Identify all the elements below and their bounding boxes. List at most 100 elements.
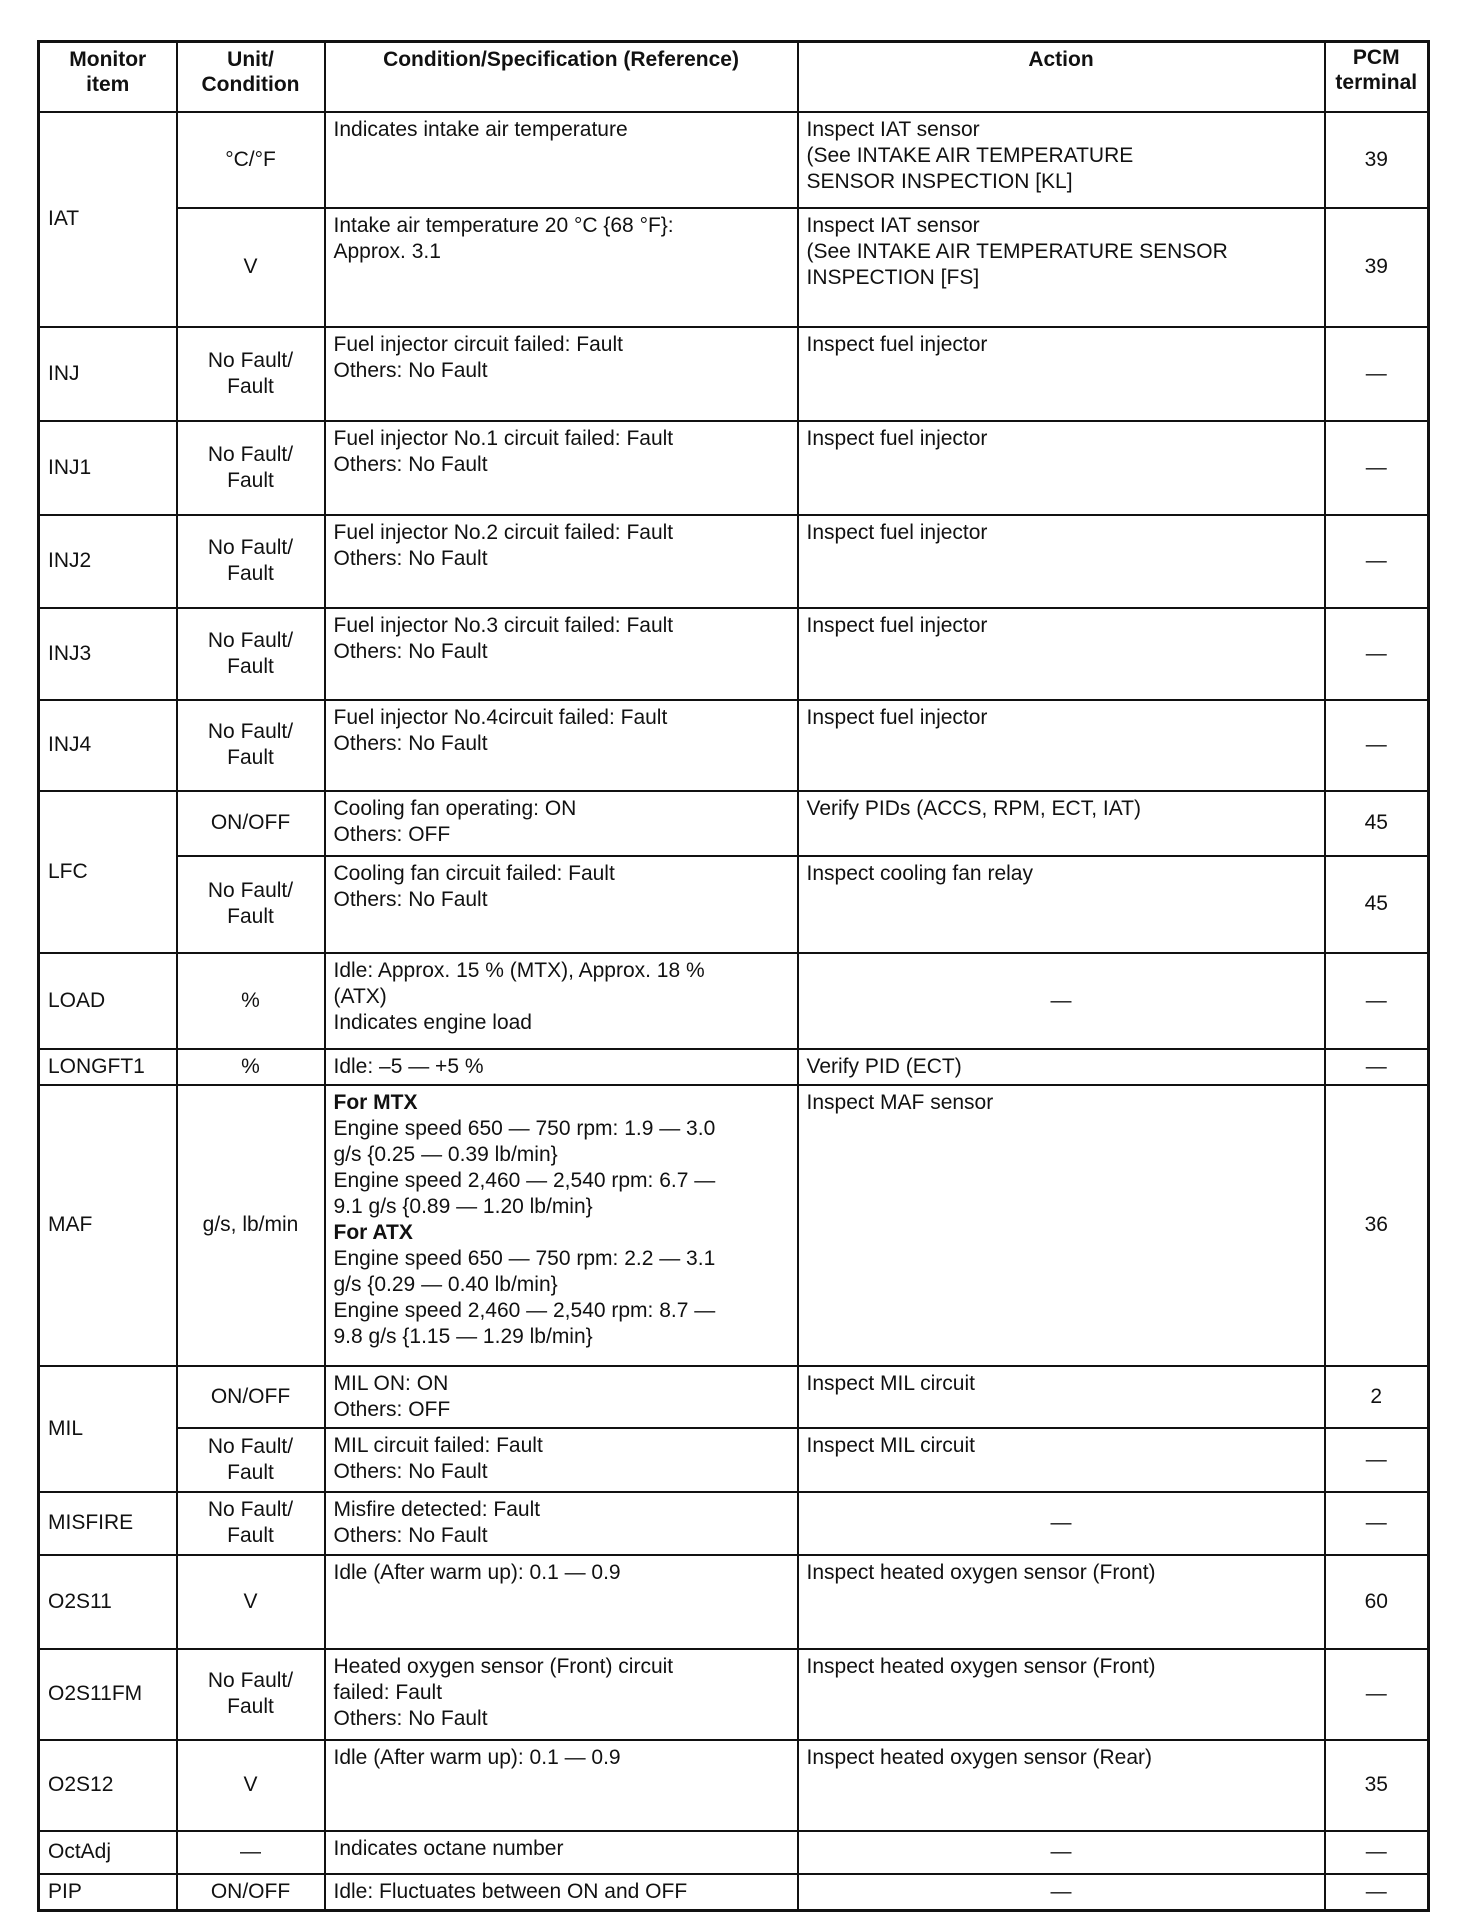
text-line: Others: No Fault: [333, 1523, 488, 1547]
text-line: Inspect heated oxygen sensor (Front): [806, 1560, 1156, 1584]
action: Verify PIDs (ACCS, RPM, ECT, IAT): [796, 789, 1326, 857]
text-line: Engine speed 650 — 750 rpm: 2.2 — 3.1: [333, 1246, 716, 1270]
text-line: —: [1050, 1840, 1072, 1863]
text-line: Fuel injector circuit failed: Fault: [333, 332, 623, 356]
header-monitor-item: Monitor item: [37, 40, 178, 113]
text-line: Cooling fan circuit failed: Fault: [333, 861, 615, 885]
unit-condition: No Fault/ Fault: [175, 606, 326, 701]
action: Inspect heated oxygen sensor (Rear): [796, 1738, 1326, 1832]
condition-specification: Intake air temperature 20 °C {68 °F}: App…: [323, 206, 799, 328]
condition-specification: Fuel injector No.3 circuit failed: Fault…: [323, 606, 799, 701]
unit-condition: No Fault/ Fault: [175, 513, 326, 609]
condition-specification: Fuel injector No.4circuit failed: Fault O…: [323, 698, 799, 792]
table-row: LONGFT1% Idle: –5 — +5 % Verify PID (ECT) —: [37, 1047, 1430, 1086]
monitor-item: MISFIRE: [37, 1490, 178, 1556]
unit-condition: No Fault/ Fault: [175, 1426, 326, 1493]
text-line: Fuel injector No.2 circuit failed: Fault: [333, 520, 674, 544]
action: —: [796, 1872, 1326, 1912]
text-line: Others: OFF: [333, 822, 451, 846]
unit-condition: —: [175, 1829, 326, 1875]
condition-specification: Idle: –5 — +5 %: [323, 1047, 799, 1086]
pcm-terminal: —: [1323, 419, 1430, 516]
action: Inspect fuel injector: [796, 606, 1326, 701]
condition-specification: Fuel injector No.2 circuit failed: Fault…: [323, 513, 799, 609]
unit-condition: %: [175, 951, 326, 1050]
text-line: Verify PIDs (ACCS, RPM, ECT, IAT): [806, 796, 1141, 820]
text-line: Inspect MIL circuit: [806, 1371, 975, 1395]
text-line: g/s {0.25 — 0.39 lb/min}: [333, 1142, 558, 1166]
monitor-item: O2S11FM: [37, 1647, 178, 1741]
action: Inspect heated oxygen sensor (Front): [796, 1647, 1326, 1741]
header-pcm-terminal: PCM terminal: [1323, 40, 1430, 113]
text-line: —: [1050, 1879, 1072, 1903]
action: —: [796, 1490, 1326, 1556]
condition-specification: Indicates octane number: [323, 1829, 799, 1875]
text-line: Others: No Fault: [333, 452, 488, 476]
text-line: Others: No Fault: [333, 1459, 488, 1483]
table-row: O2S11 V Idle (After warm up): 0.1 — 0.9 Ins…: [37, 1553, 1430, 1650]
text-line: Indicates engine load: [333, 1010, 533, 1034]
pcm-terminal: —: [1323, 1872, 1430, 1912]
text-line: Idle: Fluctuates between ON and OFF: [333, 1879, 688, 1903]
monitor-item: LOAD: [37, 951, 178, 1050]
text-line: Others: No Fault: [333, 731, 488, 755]
table-row: O2S12 V Idle (After warm up): 0.1 — 0.9 Ins…: [37, 1738, 1430, 1832]
unit-condition: No Fault/ Fault: [175, 1647, 326, 1741]
text-line: Fuel injector No.3 circuit failed: Fault: [333, 613, 674, 637]
condition-specification: MIL ON: ON Others: OFF: [323, 1364, 799, 1429]
unit-condition: No Fault/ Fault: [175, 325, 326, 422]
unit-condition: No Fault/ Fault: [175, 854, 326, 954]
text-line: Heated oxygen sensor (Front) circuit: [333, 1654, 674, 1678]
action: Inspect fuel injector: [796, 419, 1326, 516]
action: —: [796, 951, 1326, 1050]
table-row: INJ1 No Fault/ Fault Fuel injector No.1 ci…: [37, 419, 1430, 516]
text-line: Others: No Fault: [333, 639, 488, 663]
monitor-item: INJ4: [37, 698, 178, 792]
pcm-terminal: 60: [1323, 1553, 1430, 1650]
text-line: Engine speed 650 — 750 rpm: 1.9 — 3.0: [333, 1116, 716, 1140]
text-line: Inspect fuel injector: [806, 332, 988, 356]
action: Inspect fuel injector: [796, 325, 1326, 422]
unit-condition: V: [175, 206, 326, 328]
monitor-item: IAT: [37, 110, 178, 328]
header-condition-specification: Condition/Specification (Reference): [323, 40, 799, 113]
table-row: MIL ON/OFF MIL ON: ON Others: OFF Inspect MI…: [37, 1364, 1430, 1493]
condition-specification: Indicates intake air temperature: [323, 110, 799, 209]
text-line: Intake air temperature 20 °C {68 °F}:: [333, 213, 674, 237]
text-line: SENSOR INSPECTION [KL]: [806, 169, 1073, 193]
table-row: MAF g/s, lb/min For MTX Engine speed 650 — …: [37, 1083, 1430, 1367]
monitor-item: INJ1: [37, 419, 178, 516]
unit-condition: %: [175, 1047, 326, 1086]
pcm-terminal: 39: [1323, 206, 1430, 328]
condition-specification: Idle: Fluctuates between ON and OFF: [323, 1872, 799, 1912]
monitor-item: INJ2: [37, 513, 178, 609]
table-row: LFC ON/OFF Cooling fan operating: ON Others…: [37, 789, 1430, 954]
text-line: Others: No Fault: [333, 358, 488, 382]
text-line: Inspect heated oxygen sensor (Front): [806, 1654, 1156, 1678]
monitor-item: O2S11: [37, 1553, 178, 1650]
condition-specification: Idle (After warm up): 0.1 — 0.9: [323, 1738, 799, 1832]
monitor-item: INJ: [37, 325, 178, 422]
text-line: Indicates octane number: [333, 1836, 564, 1860]
text-line: Fuel injector No.1 circuit failed: Fault: [333, 426, 674, 450]
action: Inspect heated oxygen sensor (Front): [796, 1553, 1326, 1650]
table-row: No Fault/ Fault Cooling fan circuit faile…: [39, 854, 1430, 954]
text-line: g/s {0.29 — 0.40 lb/min}: [333, 1272, 558, 1296]
table-row: OctAdj — Indicates octane number — —: [37, 1829, 1430, 1875]
pcm-terminal: —: [1323, 513, 1430, 609]
text-line: Inspect IAT sensor: [806, 213, 980, 237]
monitor-item: LFC: [37, 789, 178, 954]
condition-specification: For MTX Engine speed 650 — 750 rpm: 1.9 —…: [323, 1083, 799, 1367]
action: Inspect cooling fan relay: [796, 854, 1326, 954]
table-row: No Fault/ Fault MIL circuit failed: Fault…: [39, 1426, 1430, 1493]
pcm-terminal: —: [1323, 325, 1430, 422]
condition-specification: Misfire detected: Fault Others: No Fault: [323, 1490, 799, 1556]
table-row: INJ No Fault/ Fault Fuel injector circuit …: [37, 325, 1430, 422]
unit-condition: V: [175, 1738, 326, 1832]
text-line: Inspect heated oxygen sensor (Rear): [806, 1745, 1153, 1769]
unit-condition: °C/°F: [175, 110, 326, 209]
unit-condition: No Fault/ Fault: [175, 419, 326, 516]
text-line: Others: OFF: [333, 1397, 451, 1421]
text-line: Inspect cooling fan relay: [806, 861, 1033, 885]
pcm-terminal: —: [1323, 1426, 1430, 1493]
